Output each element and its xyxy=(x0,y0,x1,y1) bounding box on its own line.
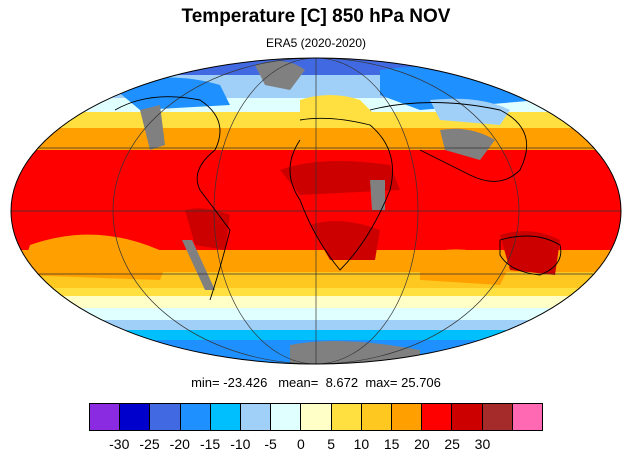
chart-subtitle: ERA5 (2020-2020) xyxy=(265,36,367,50)
stats-line: min= -23.426 mean= 8.672 max= 25.706 xyxy=(0,375,632,390)
colorbar-tick-label: 0 xyxy=(296,436,305,452)
colorbar-tick-label: -20 xyxy=(169,436,190,452)
colorbar-tick-label: -10 xyxy=(230,436,251,452)
colorbar-tick-label: -5 xyxy=(264,436,277,452)
mean-value: 8.672 xyxy=(325,375,359,390)
colorbar-tick-label: 10 xyxy=(353,436,370,452)
colorbar-box xyxy=(361,404,393,430)
colorbar-box xyxy=(241,404,272,430)
colorbar-tick-label: 5 xyxy=(327,436,336,452)
ethiopia-missing xyxy=(370,180,385,210)
colorbar-box xyxy=(150,404,181,430)
s-indian-tongue xyxy=(420,249,510,285)
colorbar-box xyxy=(392,404,423,430)
colorbar-box xyxy=(180,404,211,430)
colorbar-tick-label: 30 xyxy=(474,436,491,452)
max-label: max= xyxy=(365,375,398,390)
s-america-warm xyxy=(185,208,230,250)
himalaya-missing xyxy=(440,128,495,160)
colorbar-box xyxy=(271,404,302,430)
map-outline xyxy=(10,57,622,365)
mean-label: mean= xyxy=(278,375,319,390)
colorbar-box xyxy=(301,404,332,430)
rockies-missing xyxy=(140,105,165,150)
north-atlantic-warm xyxy=(300,95,380,125)
colorbar-tick-label: 25 xyxy=(444,436,460,452)
colorbar-tick-label: 20 xyxy=(414,436,430,452)
min-label: min= xyxy=(191,375,220,390)
colorbar-tick-label: 15 xyxy=(383,436,400,452)
s-pacific-tongue xyxy=(20,234,170,280)
colorbar-box xyxy=(512,404,543,430)
colorbar-box xyxy=(482,404,513,430)
colorbar-box xyxy=(452,404,483,430)
s-africa-warm xyxy=(310,221,380,260)
colorbar-tick-label: -25 xyxy=(139,436,160,452)
colorbar-tick-label: -15 xyxy=(199,436,221,452)
max-value: 25.706 xyxy=(401,375,441,390)
andes-missing xyxy=(182,240,215,290)
colorbar-tick-label: -30 xyxy=(109,436,130,452)
colorbar-box xyxy=(422,404,453,430)
colorbar xyxy=(89,403,543,431)
chart-title: Temperature [C] 850 hPa NOV xyxy=(181,6,451,27)
colorbar-box xyxy=(120,404,151,430)
sahara-warm xyxy=(280,161,400,195)
min-value: -23.426 xyxy=(223,375,268,390)
colorbar-labels: -30 -25 -20 -15 -10 -5 0 5 10 15 20 25 30 xyxy=(0,436,632,456)
colorbar-box xyxy=(210,404,242,430)
mongolia-cold xyxy=(430,98,510,125)
colorbar-box xyxy=(331,404,362,430)
colorbar-box xyxy=(90,404,121,430)
greenland-missing xyxy=(255,61,305,90)
